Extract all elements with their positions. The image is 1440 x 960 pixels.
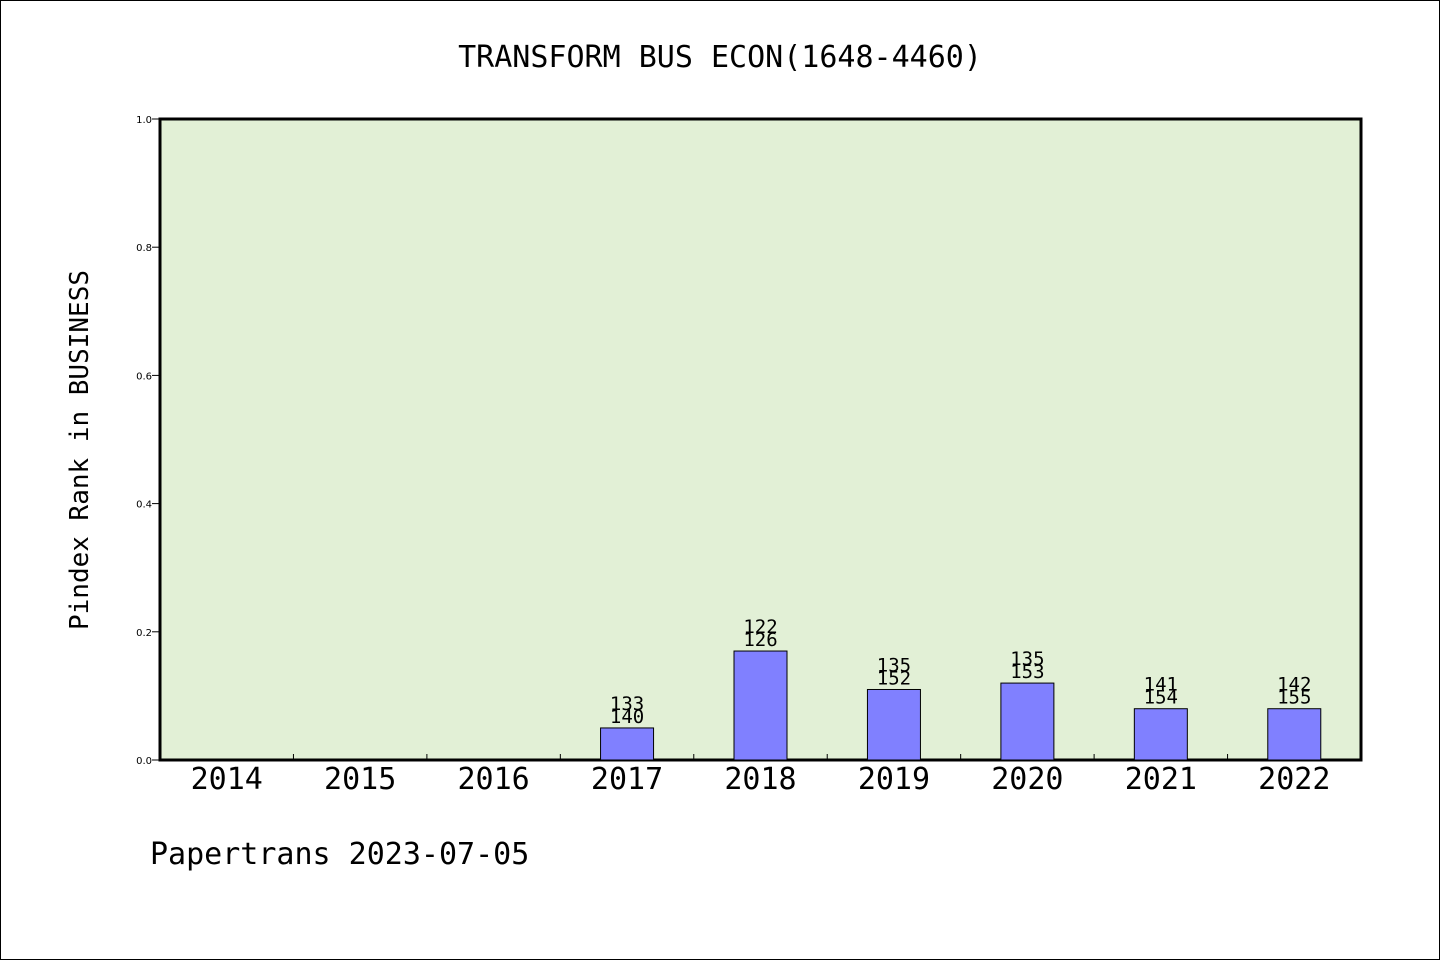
x-axis: 2014 2015 2016 2017 2018 2019 2020 2021 2022	[191, 754, 1330, 797]
bar	[733, 650, 788, 761]
bar	[1133, 708, 1188, 761]
y-tick-label: 0.6	[136, 371, 152, 382]
bar-label-top: 135	[877, 654, 911, 676]
y-axis-label: Pindex Rank in BUSINESS	[65, 270, 95, 630]
y-tick-label: 0.2	[136, 628, 152, 639]
bar-label-top: 142	[1277, 674, 1311, 696]
bar-label-bottom: 152	[877, 667, 911, 689]
bar-label-bottom: 126	[743, 629, 777, 651]
y-tick-label: 1.0	[136, 115, 152, 126]
x-tick-label: 2018	[724, 762, 796, 797]
bar-label-bottom: 154	[1144, 687, 1178, 709]
bar-label-bottom: 153	[1010, 661, 1044, 683]
bar-label-top: 122	[743, 616, 777, 638]
bar	[1000, 682, 1055, 761]
bar-label-top: 133	[610, 693, 644, 715]
footer-credit: Papertrans 2023-07-05	[150, 837, 529, 872]
bar-label-top: 141	[1144, 674, 1178, 696]
x-tick-label: 2016	[457, 762, 529, 797]
chart-title: TRANSFORM BUS ECON(1648-4460)	[458, 40, 982, 75]
y-tick-label: 0.8	[136, 243, 152, 254]
x-tick-label: 2019	[858, 762, 930, 797]
x-tick-label: 2017	[591, 762, 663, 797]
bar	[1267, 708, 1322, 761]
y-axis: 0.0 0.2 0.4 0.6 0.8 1.0	[136, 115, 160, 767]
y-tick-label: 0.4	[136, 500, 152, 511]
bar	[600, 727, 655, 761]
bar	[866, 688, 921, 761]
bar-label-top: 135	[1010, 648, 1044, 670]
bar-label-bottom: 155	[1277, 687, 1311, 709]
x-tick-label: 2021	[1125, 762, 1197, 797]
bar-label-bottom: 140	[610, 706, 644, 728]
x-tick-label: 2020	[991, 762, 1063, 797]
x-tick-label: 2014	[191, 762, 263, 797]
x-tick-label: 2022	[1258, 762, 1330, 797]
y-tick-label: 0.0	[136, 756, 152, 767]
x-tick-label: 2015	[324, 762, 396, 797]
